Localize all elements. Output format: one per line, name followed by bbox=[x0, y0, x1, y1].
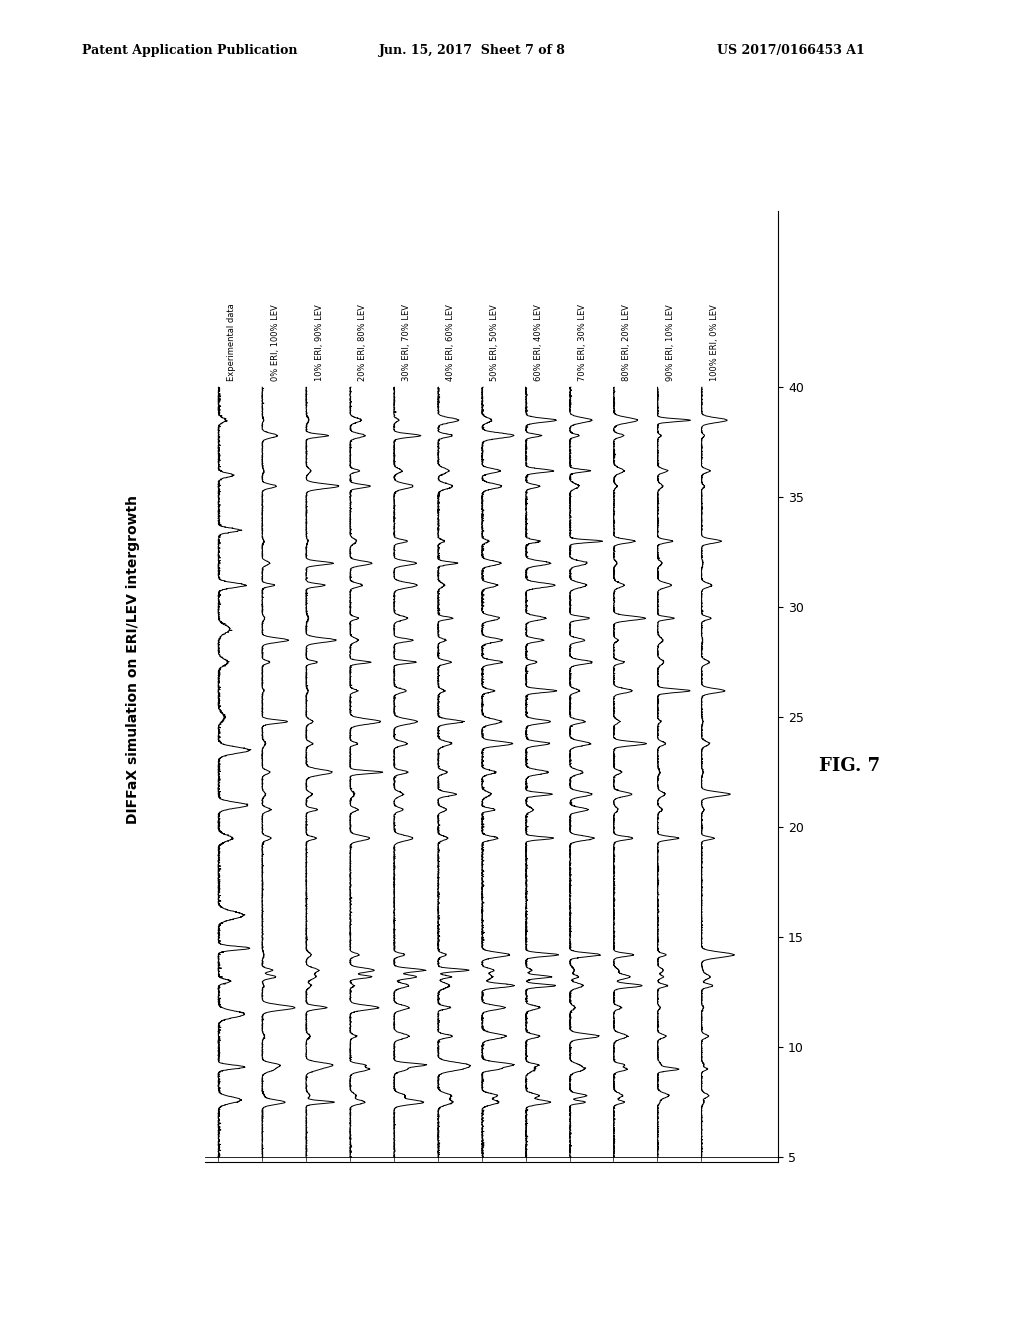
Text: 90% ERI, 10% LEV: 90% ERI, 10% LEV bbox=[666, 304, 675, 380]
Text: DIFFaX simulation on ERI/LEV intergrowth: DIFFaX simulation on ERI/LEV intergrowth bbox=[126, 495, 140, 825]
Text: Patent Application Publication: Patent Application Publication bbox=[82, 44, 297, 57]
Text: US 2017/0166453 A1: US 2017/0166453 A1 bbox=[717, 44, 864, 57]
Text: 80% ERI, 20% LEV: 80% ERI, 20% LEV bbox=[623, 304, 631, 380]
Text: Experimental data: Experimental data bbox=[226, 302, 236, 380]
Text: 10% ERI, 90% LEV: 10% ERI, 90% LEV bbox=[314, 304, 324, 380]
Text: 20% ERI, 80% LEV: 20% ERI, 80% LEV bbox=[358, 304, 368, 380]
Text: 100% ERI, 0% LEV: 100% ERI, 0% LEV bbox=[710, 304, 719, 380]
Text: Jun. 15, 2017  Sheet 7 of 8: Jun. 15, 2017 Sheet 7 of 8 bbox=[379, 44, 565, 57]
Text: 60% ERI, 40% LEV: 60% ERI, 40% LEV bbox=[535, 304, 544, 380]
Text: 70% ERI, 30% LEV: 70% ERI, 30% LEV bbox=[579, 304, 587, 380]
Text: 40% ERI, 60% LEV: 40% ERI, 60% LEV bbox=[446, 304, 456, 380]
Text: 0% ERI, 100% LEV: 0% ERI, 100% LEV bbox=[270, 304, 280, 380]
Text: FIG. 7: FIG. 7 bbox=[819, 756, 881, 775]
Text: 30% ERI, 70% LEV: 30% ERI, 70% LEV bbox=[402, 304, 412, 380]
Text: 50% ERI, 50% LEV: 50% ERI, 50% LEV bbox=[490, 304, 500, 380]
